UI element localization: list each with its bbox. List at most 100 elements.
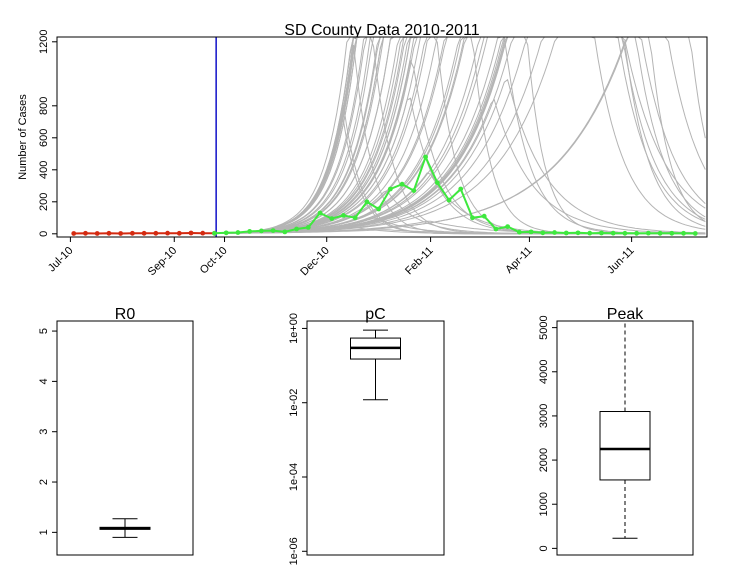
observed-point [129, 230, 135, 236]
y-tick-label: 1200 [38, 30, 50, 54]
main-chart-title: SD County Data 2010-2011 [284, 22, 479, 39]
y-tick-label: 1000 [538, 492, 550, 516]
simulation-curve [216, 36, 706, 234]
observed-point [235, 230, 241, 235]
observed-point [657, 230, 663, 236]
simulation-curve [216, 36, 706, 234]
boxplot-peak-title: Peak [607, 306, 644, 323]
simulation-curve [216, 36, 706, 234]
simulation-curve [216, 36, 706, 234]
y-tick-label: 2 [38, 479, 50, 485]
y-tick-label: 800 [38, 97, 50, 115]
simulation-curve [216, 36, 706, 234]
simulation-curve [216, 36, 706, 234]
y-tick-label: 1 [38, 529, 50, 535]
observed-point [423, 154, 428, 160]
boxplot-pc-title: pC [365, 306, 385, 323]
x-tick-label: Dec-10 [298, 245, 332, 279]
observed-point [540, 230, 546, 236]
observed-point [610, 230, 616, 236]
observed-point [387, 186, 393, 192]
y-tick-label: 5000 [538, 315, 550, 339]
observed-point [645, 230, 651, 236]
simulation-curves [216, 36, 706, 235]
observed-point [94, 231, 100, 236]
y-tick-label: 2000 [538, 448, 550, 472]
observed-point [681, 230, 686, 236]
y-tick-label: 3000 [538, 404, 550, 428]
observed-point [317, 210, 323, 216]
simulation-curve [216, 36, 706, 234]
observed-point [83, 230, 88, 236]
y-tick-label: 4000 [538, 360, 550, 384]
x-tick-label: Apr-11 [503, 245, 534, 276]
observed-point [563, 230, 569, 236]
observed-point [669, 230, 675, 236]
simulation-curve [216, 36, 706, 234]
simulation-curve [216, 36, 706, 234]
simulation-curve [216, 36, 706, 234]
y-tick-label: 1e-04 [288, 463, 300, 491]
simulation-curve [216, 36, 706, 234]
simulation-curve [216, 36, 706, 235]
simulation-curve [216, 36, 706, 234]
observed-point [141, 230, 147, 236]
observed-point [223, 230, 229, 236]
simulation-curve [216, 36, 706, 234]
simulation-curve [216, 36, 706, 234]
main-chart-marks [71, 37, 698, 237]
simulation-curve [216, 36, 706, 234]
observed-point [270, 228, 276, 234]
observed-point [176, 230, 182, 236]
simulation-curve [216, 36, 706, 234]
simulation-curve [216, 36, 706, 234]
observed-point [118, 231, 124, 236]
simulation-curve [216, 36, 706, 234]
observed-point [587, 230, 593, 236]
simulation-curve [216, 36, 706, 234]
observed-point [622, 230, 628, 236]
boxplot-peak: Peak 0 1000 2000 3000 4000 5000 [538, 306, 694, 556]
boxplot-pc: pC 1e-06 1e-04 1e-02 1e+00 [288, 306, 445, 565]
y-tick-label: 0 [38, 231, 50, 237]
box-iqr [599, 411, 651, 481]
observed-point [153, 230, 159, 236]
observed-point [599, 230, 604, 236]
simulation-curve [216, 36, 706, 234]
x-tick-label: Feb-11 [403, 245, 436, 278]
observed-point [282, 229, 288, 235]
simulation-curve [216, 36, 706, 234]
simulation-curve [216, 98, 706, 234]
simulation-curve [216, 36, 706, 234]
boxplot-r0-title: R0 [115, 306, 136, 323]
observed-point [458, 186, 464, 192]
y-tick-label: 400 [38, 161, 50, 179]
y-tick-label: 1e+00 [288, 313, 300, 344]
boxplot-frame [56, 320, 194, 556]
observed-point [493, 226, 499, 232]
simulation-curve [216, 36, 706, 234]
y-tick-label: 3 [38, 429, 50, 435]
observed-point [434, 180, 440, 186]
x-tick-label: Sep-10 [146, 245, 180, 279]
y-tick-label: 5 [38, 328, 50, 334]
observed-point [247, 229, 253, 234]
x-tick-label: Oct-10 [198, 245, 230, 277]
observed-point [188, 230, 194, 236]
simulation-curve [216, 36, 706, 234]
observed-point [411, 188, 417, 194]
simulation-curve [216, 36, 706, 234]
x-tick-label: Jun-11 [605, 245, 637, 277]
observed-point [692, 231, 698, 236]
observed-point [528, 229, 534, 235]
simulation-curve [216, 36, 706, 234]
simulation-curve [216, 36, 706, 234]
simulation-curve [216, 36, 706, 234]
observed-point [505, 224, 511, 230]
y-tick-label: 0 [538, 545, 550, 551]
observed-point [258, 228, 264, 234]
x-tick-label: Jul-10 [46, 245, 76, 275]
y-tick-label: 1e-06 [288, 537, 300, 565]
y-tick-label: 200 [38, 193, 50, 211]
